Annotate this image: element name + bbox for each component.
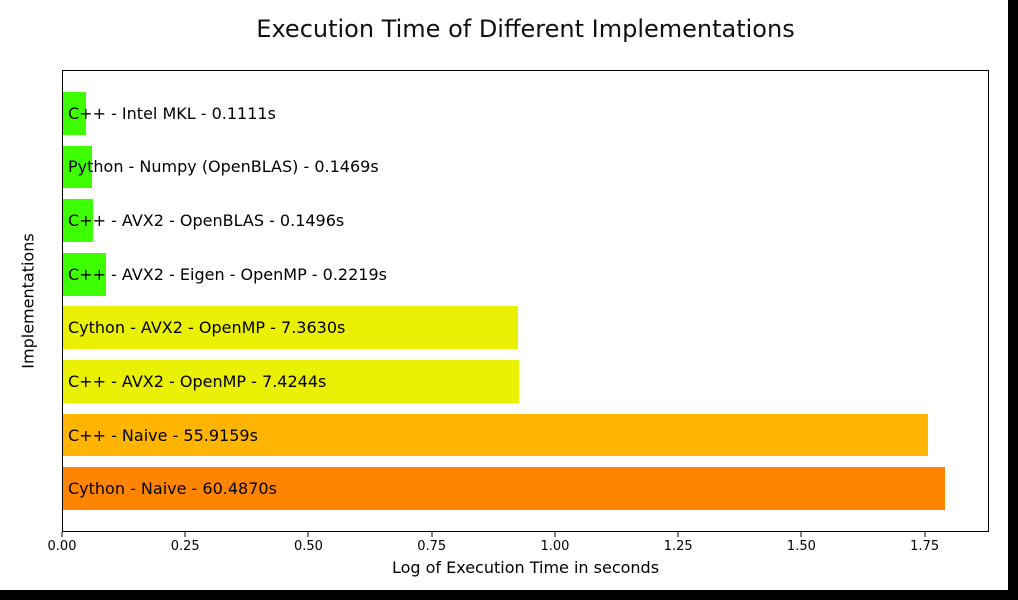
bar-row: Python - Numpy (OpenBLAS) - 0.1469s bbox=[63, 145, 988, 189]
x-tick-mark bbox=[61, 532, 63, 537]
bar bbox=[63, 252, 106, 296]
x-tick-mark bbox=[431, 532, 433, 537]
x-tick-label: 1.75 bbox=[910, 539, 940, 554]
y-axis-label: Implementations bbox=[18, 233, 38, 369]
x-tick-mark bbox=[800, 532, 802, 537]
bar bbox=[63, 359, 520, 403]
bar-label: Cython - Naive - 60.4870s bbox=[68, 479, 277, 499]
bar-row: Cython - Naive - 60.4870s bbox=[63, 467, 988, 511]
bar-row: C++ - AVX2 - Eigen - OpenMP - 0.2219s bbox=[63, 252, 988, 296]
bar-label: C++ - AVX2 - Eigen - OpenMP - 0.2219s bbox=[68, 264, 387, 284]
chart-title: Execution Time of Different Implementati… bbox=[256, 15, 795, 43]
bar-label: Cython - AVX2 - OpenMP - 7.3630s bbox=[68, 318, 346, 338]
bar bbox=[63, 306, 518, 350]
bar-row: C++ - AVX2 - OpenBLAS - 0.1496s bbox=[63, 199, 988, 242]
bar-label: C++ - Intel MKL - 0.1111s bbox=[68, 103, 276, 123]
x-tick-label: 1.50 bbox=[786, 539, 816, 554]
plot-area: C++ - Intel MKL - 0.1111s Python - Numpy … bbox=[62, 70, 989, 532]
x-tick-mark bbox=[554, 532, 556, 537]
screenshot-border-right bbox=[1008, 0, 1018, 600]
x-tick-mark bbox=[184, 532, 186, 537]
x-tick-mark bbox=[677, 532, 679, 537]
bar bbox=[63, 413, 929, 457]
bar-label: C++ - AVX2 - OpenBLAS - 0.1496s bbox=[68, 211, 345, 231]
bar-row: C++ - Naive - 55.9159s bbox=[63, 413, 988, 457]
bar bbox=[63, 467, 945, 511]
x-tick-label: 1.00 bbox=[540, 539, 570, 554]
bar-label: Python - Numpy (OpenBLAS) - 0.1469s bbox=[68, 157, 379, 177]
bar-row: C++ - AVX2 - OpenMP - 7.4244s bbox=[63, 359, 988, 403]
x-tick-mark bbox=[307, 532, 309, 537]
x-axis-label: Log of Execution Time in seconds bbox=[391, 558, 660, 577]
x-tick-label: 0.50 bbox=[293, 539, 323, 554]
x-tick-label: 0.25 bbox=[170, 539, 200, 554]
bar-label: C++ - AVX2 - OpenMP - 7.4244s bbox=[68, 371, 327, 391]
x-tick-label: 0.00 bbox=[47, 539, 77, 554]
bar bbox=[63, 199, 93, 242]
bar-row: Cython - AVX2 - OpenMP - 7.3630s bbox=[63, 306, 988, 350]
x-tick-label: 0.75 bbox=[417, 539, 447, 554]
x-tick-label: 1.25 bbox=[663, 539, 693, 554]
bar-label: C++ - Naive - 55.9159s bbox=[68, 425, 258, 445]
x-tick-mark bbox=[924, 532, 926, 537]
bar bbox=[63, 145, 93, 189]
bar bbox=[63, 91, 86, 135]
screenshot-border-bottom bbox=[0, 590, 1018, 600]
bar-row: C++ - Intel MKL - 0.1111s bbox=[63, 91, 988, 135]
